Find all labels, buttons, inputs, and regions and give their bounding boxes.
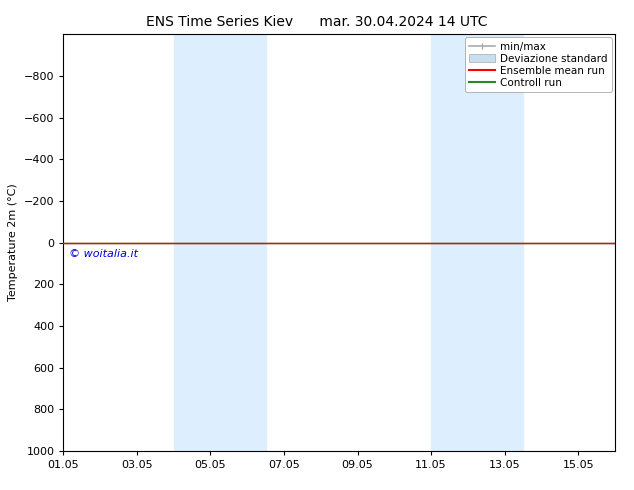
- Bar: [431, 34, 523, 451]
- Text: ENS Time Series Kiev      mar. 30.04.2024 14 UTC: ENS Time Series Kiev mar. 30.04.2024 14 …: [146, 15, 488, 29]
- Text: © woitalia.it: © woitalia.it: [69, 249, 138, 259]
- Legend: min/max, Deviazione standard, Ensemble mean run, Controll run: min/max, Deviazione standard, Ensemble m…: [465, 37, 612, 92]
- Y-axis label: Temperature 2m (°C): Temperature 2m (°C): [8, 184, 18, 301]
- Bar: [174, 34, 266, 451]
